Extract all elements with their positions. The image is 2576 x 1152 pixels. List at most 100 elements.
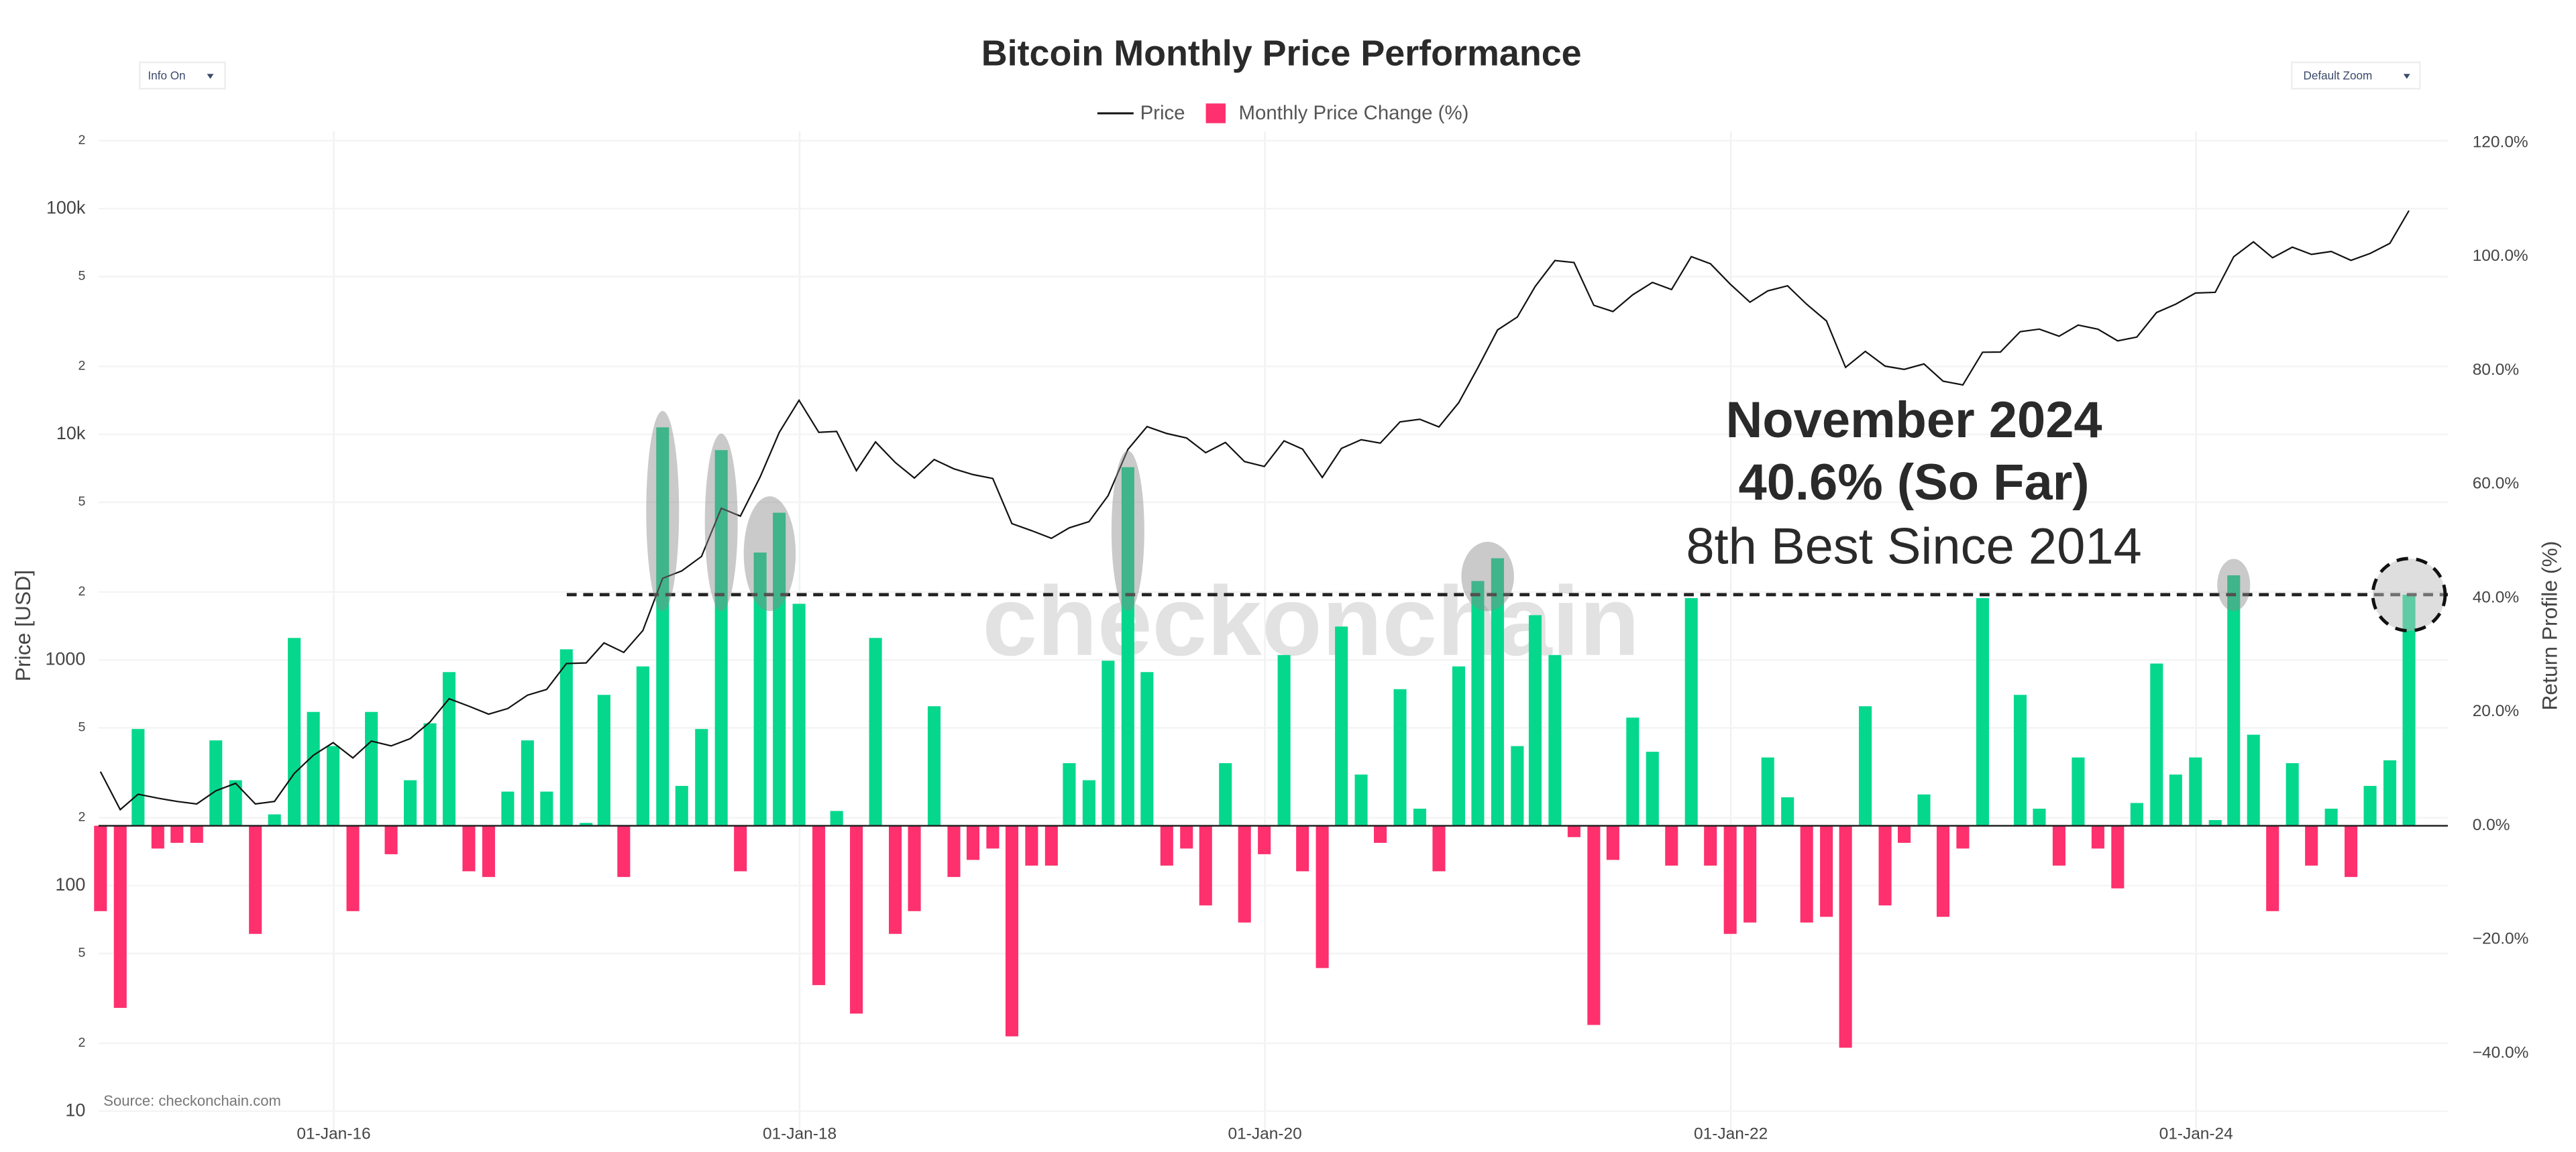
bar — [753, 553, 767, 826]
bar — [1511, 746, 1524, 826]
legend-label: Monthly Price Change (%) — [1239, 102, 1469, 124]
highlight — [1111, 451, 1144, 612]
bar — [1548, 654, 1562, 826]
bar — [1005, 825, 1018, 1037]
bar — [1393, 689, 1407, 826]
bar — [403, 780, 417, 826]
y2-tick-label: 80.0% — [2473, 361, 2519, 379]
bar — [1956, 825, 1970, 849]
bar — [423, 723, 437, 826]
bar — [2130, 803, 2143, 826]
y-tick-label: 5 — [78, 269, 85, 284]
bar — [1354, 774, 1368, 826]
bar — [2111, 825, 2125, 888]
bar — [1587, 825, 1601, 1025]
bar — [1626, 717, 1640, 826]
dropdown-arrow[interactable] — [207, 74, 214, 79]
y-tick-label: 2 — [78, 359, 85, 373]
bar — [1102, 660, 1115, 826]
bar — [2150, 663, 2163, 826]
bar — [442, 672, 456, 826]
bar — [94, 825, 107, 911]
bar — [1219, 763, 1232, 826]
bar — [2345, 825, 2358, 877]
bar — [113, 825, 127, 1009]
bar — [812, 825, 826, 986]
bar — [1238, 825, 1251, 923]
legend-swatch — [1205, 103, 1226, 123]
bar — [1859, 706, 1872, 826]
zoom-button[interactable] — [2291, 61, 2421, 90]
bar — [1471, 581, 1485, 826]
bar — [1296, 825, 1309, 872]
bar — [1121, 467, 1134, 826]
bar — [2247, 734, 2260, 826]
bar — [229, 780, 242, 826]
y-tick-label: 100k — [46, 197, 86, 217]
legend-label: Price — [1140, 102, 1185, 124]
bar — [714, 450, 728, 826]
bar — [1160, 825, 1173, 866]
bar — [1820, 825, 1833, 917]
bar — [1180, 825, 1193, 849]
bar — [2324, 809, 2338, 826]
bar — [1800, 825, 1813, 923]
bar — [947, 825, 961, 877]
bar — [170, 825, 184, 843]
bar — [2402, 594, 2416, 826]
y2-tick-label: 20.0% — [2473, 702, 2519, 720]
y-tick-label: 5 — [78, 494, 85, 509]
bar — [1878, 825, 1892, 906]
bar — [908, 825, 921, 911]
bar — [268, 814, 281, 826]
bar — [792, 603, 806, 826]
y2-tick-label: 100.0% — [2473, 247, 2528, 265]
x-tick-label: 01-Jan-20 — [1228, 1125, 1302, 1143]
bar — [2383, 760, 2397, 826]
annotation: November 2024 — [1725, 392, 2102, 449]
bar — [482, 825, 495, 877]
y-tick-label: 5 — [78, 720, 85, 735]
bar — [131, 729, 145, 826]
bar — [1025, 825, 1038, 866]
y2-tick-label: 120.0% — [2473, 133, 2528, 151]
bar — [2013, 695, 2027, 826]
bar — [501, 791, 515, 826]
y2-tick-label: 40.0% — [2473, 588, 2519, 606]
bar — [2091, 825, 2104, 849]
bar — [1936, 825, 1950, 917]
bar — [2227, 575, 2241, 826]
x-tick-label: 01-Jan-22 — [1694, 1125, 1768, 1143]
zoom-button-label[interactable]: Default Zoom — [2303, 68, 2372, 82]
bar — [1646, 752, 1659, 826]
bar — [2169, 774, 2182, 826]
bar — [249, 825, 262, 934]
bar — [1432, 825, 1446, 872]
y-tick-label: 2 — [78, 810, 85, 825]
bar — [1684, 597, 1698, 826]
dropdown-arrow[interactable] — [2403, 74, 2410, 79]
bar — [288, 638, 301, 826]
highlight — [1461, 542, 1514, 612]
bar — [1491, 558, 1504, 826]
bar — [656, 427, 669, 826]
bar — [1528, 615, 1542, 826]
bar — [1743, 825, 1757, 923]
highlight — [646, 410, 680, 612]
bar — [1723, 825, 1737, 934]
annotation: 8th Best Since 2014 — [1686, 518, 2141, 575]
y2-axis-title: Return Profile (%) — [2538, 541, 2562, 711]
bar — [209, 740, 223, 826]
annotation: 40.6% (So Far) — [1739, 454, 2090, 511]
bar — [1761, 757, 1774, 826]
bar — [734, 825, 747, 872]
y2-tick-label: −40.0% — [2473, 1043, 2529, 1061]
bar — [773, 512, 786, 826]
y-tick-label: 5 — [78, 945, 85, 960]
bar — [597, 695, 610, 826]
y-tick-label: 100 — [55, 874, 85, 895]
info-button-label[interactable]: Info On — [148, 68, 185, 82]
bar — [1839, 825, 1852, 1048]
source-note: Source: checkonchain.com — [103, 1092, 281, 1109]
y2-tick-label: 60.0% — [2473, 475, 2519, 493]
